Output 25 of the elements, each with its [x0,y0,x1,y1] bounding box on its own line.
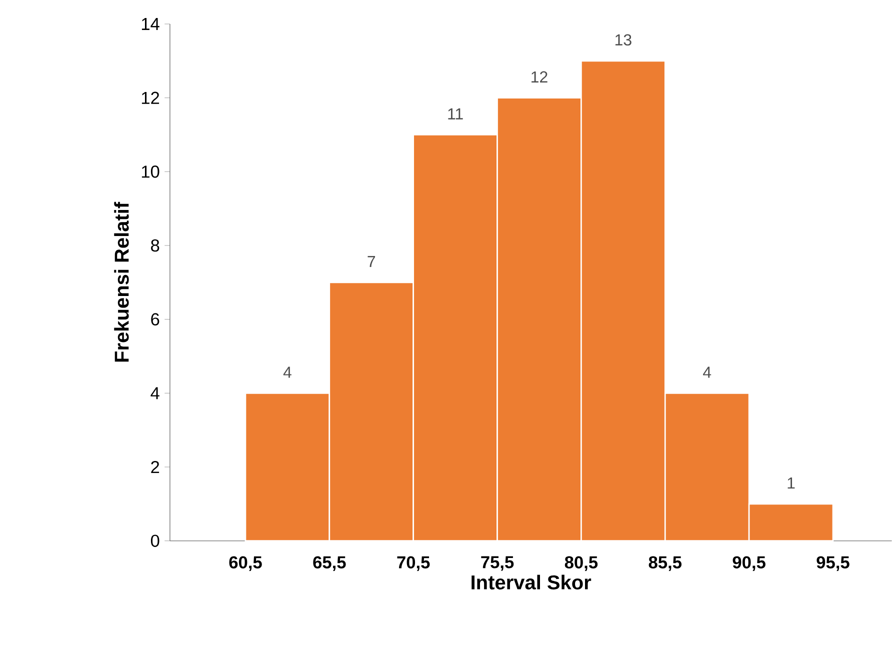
x-tick-label: 65,5 [313,556,346,572]
y-tick-label: 2 [151,461,160,474]
data-label: 1 [788,478,795,489]
data-label: 7 [368,256,376,268]
x-tick-label: 70,5 [397,556,430,572]
x-tick-label: 85,5 [648,556,682,572]
data-label: 13 [615,34,632,46]
y-tick-label: 4 [150,387,160,400]
y-tick-label: 8 [151,239,160,252]
data-label: 12 [532,71,548,83]
x-tick-label: 75,5 [481,556,514,571]
data-label: 11 [448,108,463,120]
y-tick-label: 0 [150,534,160,548]
y-tick-label: 12 [142,92,160,104]
y-tick-label: 10 [142,166,160,178]
x-tick-label: 60,5 [229,556,262,572]
x-tick-label: 90,5 [732,556,766,572]
y-tick-label: 6 [151,313,160,326]
data-label: 4 [283,366,292,378]
y-axis-title: Frekuensi Relatif [114,202,129,362]
y-tick-label: 14 [142,18,160,30]
x-tick-label: 95,5 [816,556,850,572]
x-axis-title: Interval Skor [472,574,592,590]
x-tick-label: 80,5 [564,556,598,572]
data-label: 4 [703,366,712,378]
